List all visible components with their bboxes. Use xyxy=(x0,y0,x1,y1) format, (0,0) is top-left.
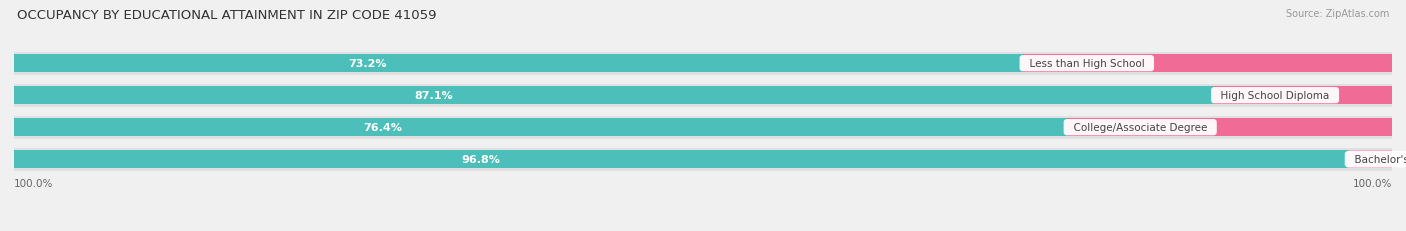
Legend: Owner-occupied, Renter-occupied: Owner-occupied, Renter-occupied xyxy=(581,228,825,231)
Bar xyxy=(1215,86,1393,105)
Text: Less than High School: Less than High School xyxy=(1022,59,1152,69)
Bar xyxy=(14,55,1022,73)
Bar xyxy=(14,148,1392,171)
Text: College/Associate Degree: College/Associate Degree xyxy=(1067,123,1213,133)
Text: Bachelor's Degree or higher: Bachelor's Degree or higher xyxy=(1348,155,1406,164)
Bar xyxy=(1067,118,1392,137)
Bar xyxy=(14,52,1392,75)
Text: 87.1%: 87.1% xyxy=(415,91,453,101)
Text: 100.0%: 100.0% xyxy=(1353,179,1392,188)
Text: 100.0%: 100.0% xyxy=(14,179,53,188)
Bar xyxy=(14,86,1215,105)
Text: OCCUPANCY BY EDUCATIONAL ATTAINMENT IN ZIP CODE 41059: OCCUPANCY BY EDUCATIONAL ATTAINMENT IN Z… xyxy=(17,9,436,22)
Bar xyxy=(14,84,1392,107)
Bar xyxy=(14,118,1067,137)
Bar xyxy=(1022,55,1392,73)
Bar xyxy=(14,150,1348,169)
Text: 73.2%: 73.2% xyxy=(347,59,387,69)
Text: Source: ZipAtlas.com: Source: ZipAtlas.com xyxy=(1285,9,1389,19)
Text: High School Diploma: High School Diploma xyxy=(1215,91,1336,101)
Bar xyxy=(1348,150,1392,169)
Text: 76.4%: 76.4% xyxy=(363,123,402,133)
Text: 96.8%: 96.8% xyxy=(461,155,501,164)
Bar xyxy=(14,116,1392,139)
